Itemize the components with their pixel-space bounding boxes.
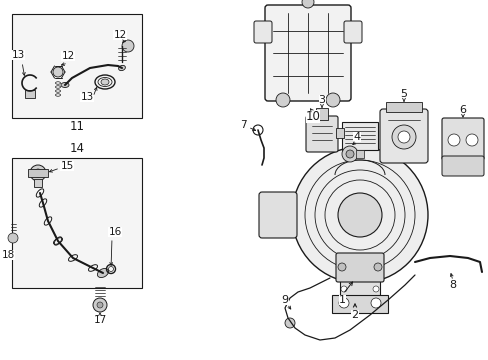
Circle shape	[337, 263, 346, 271]
Circle shape	[285, 318, 294, 328]
Circle shape	[291, 147, 427, 283]
Text: 14: 14	[69, 141, 84, 154]
Bar	[28, 169, 48, 177]
Circle shape	[8, 233, 18, 243]
Circle shape	[391, 125, 415, 149]
FancyBboxPatch shape	[264, 5, 350, 101]
Text: 4: 4	[353, 132, 360, 142]
Text: 16: 16	[108, 227, 122, 237]
Text: 5: 5	[400, 89, 407, 99]
Circle shape	[325, 93, 339, 107]
Circle shape	[465, 134, 477, 146]
Text: 3: 3	[318, 95, 325, 105]
Circle shape	[447, 134, 459, 146]
Bar	[12, 14, 142, 118]
Bar	[385, 102, 421, 112]
Bar	[355, 150, 363, 158]
Ellipse shape	[97, 269, 108, 278]
FancyBboxPatch shape	[335, 253, 383, 282]
Ellipse shape	[101, 79, 109, 85]
Bar	[335, 128, 343, 138]
FancyBboxPatch shape	[441, 156, 483, 176]
Text: 13: 13	[80, 92, 93, 102]
Bar	[34, 179, 42, 187]
Bar	[341, 122, 377, 150]
Ellipse shape	[119, 66, 125, 71]
Text: 15: 15	[60, 161, 74, 171]
Circle shape	[397, 131, 409, 143]
Circle shape	[122, 40, 134, 52]
Text: 12: 12	[61, 51, 75, 61]
FancyBboxPatch shape	[259, 192, 296, 238]
Circle shape	[341, 146, 357, 162]
Circle shape	[302, 0, 313, 8]
FancyBboxPatch shape	[253, 21, 271, 43]
Text: 1: 1	[338, 295, 345, 305]
Circle shape	[337, 193, 381, 237]
Bar	[331, 295, 387, 313]
FancyBboxPatch shape	[379, 109, 427, 163]
Circle shape	[97, 302, 103, 308]
Text: 17: 17	[93, 315, 106, 325]
Text: 8: 8	[448, 280, 456, 290]
Circle shape	[370, 298, 380, 308]
Text: 9: 9	[281, 295, 288, 305]
Text: 12: 12	[113, 30, 126, 40]
Bar	[25, 90, 35, 98]
Circle shape	[93, 298, 107, 312]
FancyBboxPatch shape	[343, 21, 361, 43]
Text: 18: 18	[1, 250, 15, 260]
FancyBboxPatch shape	[305, 116, 337, 152]
Text: 6: 6	[459, 105, 466, 115]
Text: 10: 10	[305, 109, 320, 122]
Circle shape	[275, 93, 289, 107]
Text: 13: 13	[11, 50, 24, 60]
Circle shape	[53, 67, 63, 77]
Circle shape	[340, 286, 346, 292]
Text: 11: 11	[69, 121, 84, 134]
Ellipse shape	[61, 82, 69, 87]
Circle shape	[372, 286, 378, 292]
FancyBboxPatch shape	[441, 118, 483, 160]
Bar	[339, 277, 379, 299]
Bar	[315, 108, 327, 120]
Circle shape	[338, 298, 348, 308]
Circle shape	[30, 165, 46, 181]
Circle shape	[373, 263, 381, 271]
Bar	[12, 158, 142, 288]
Text: 7: 7	[239, 120, 246, 130]
Text: 2: 2	[351, 310, 358, 320]
Circle shape	[346, 150, 353, 158]
Circle shape	[34, 169, 42, 177]
